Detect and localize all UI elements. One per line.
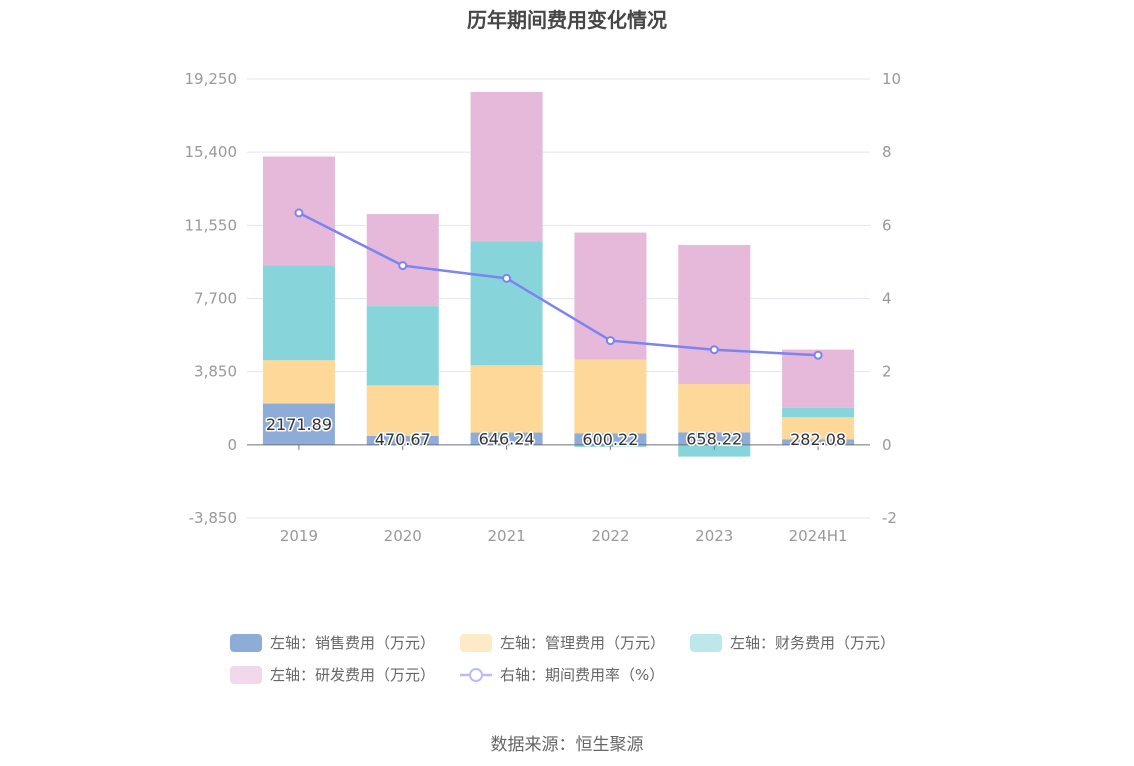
legend-swatch-icon (460, 634, 492, 652)
x-axis-tick-label: 2023 (695, 527, 733, 545)
bar-segment (366, 306, 439, 386)
bar-data-label: 646.24 (479, 430, 535, 449)
legend-item[interactable]: 左轴：财务费用（万元） (690, 634, 895, 652)
left-axis-tick-label: 0 (227, 436, 237, 454)
rate-point (398, 261, 408, 271)
right-axis-tick-label: -2 (882, 509, 897, 527)
legend-swatch-icon (690, 634, 722, 652)
bar-segment (678, 432, 751, 445)
rate-point (294, 208, 304, 218)
left-axis-tick-label: -3,850 (189, 509, 237, 527)
right-axis-tick-label: 8 (882, 143, 892, 161)
bar-data-label: 470.67 (375, 430, 431, 449)
rate-line (298, 211, 819, 357)
bar-data-label: 658.22 (686, 430, 742, 449)
bar-data-label: 282.08 (790, 430, 846, 449)
bar-segment (782, 407, 855, 418)
chart-title: 历年期间费用变化情况 (467, 8, 667, 32)
stacked-bars (262, 91, 855, 457)
left-axis-tick-label: 19,250 (185, 70, 238, 88)
bar-segment (470, 241, 543, 366)
bar-segment (574, 359, 647, 434)
left-axis-tick-label: 11,550 (185, 216, 238, 234)
rate-point (502, 273, 512, 283)
bar-segment (366, 385, 439, 436)
legend-marker-icon (469, 668, 483, 682)
bar-data-label: 2171.89 (266, 415, 332, 434)
legend-label: 左轴：销售费用（万元） (270, 634, 435, 652)
legend-swatch-icon (230, 634, 262, 652)
x-axis-tick-label: 2021 (487, 527, 525, 545)
legend-item[interactable]: 左轴：管理费用（万元） (460, 634, 665, 652)
bar-segment (262, 403, 335, 445)
expense-rate-line (294, 208, 823, 360)
bar-data-labels: 2171.89 470.67 646.24 600.22 658.22 282.08 (264, 414, 847, 451)
bar-data-label: 600.22 (582, 430, 638, 449)
x-axis-tick-label: 2019 (280, 527, 318, 545)
right-axis-tick-label: 0 (882, 436, 892, 454)
x-axis-tick-label: 2022 (591, 527, 629, 545)
bar-segment (574, 433, 647, 445)
bar-segment (470, 365, 543, 433)
bar-segment (470, 432, 543, 445)
rate-point (813, 350, 823, 360)
bar-segment (262, 360, 335, 404)
right-axis-tick-label: 2 (882, 363, 892, 381)
rate-point (605, 336, 615, 346)
left-axis-tick-label: 3,850 (194, 363, 237, 381)
bar-segment (366, 214, 439, 307)
legend-label: 左轴：管理费用（万元） (500, 634, 665, 652)
grid-lines (247, 78, 870, 519)
legend-label: 左轴：研发费用（万元） (270, 666, 435, 684)
x-axis-tick-label: 2024H1 (789, 527, 848, 545)
bar-segment (366, 435, 439, 445)
bar-segment (782, 439, 855, 445)
legend-item[interactable]: 左轴：销售费用（万元） (230, 634, 435, 652)
legend-swatch-icon (230, 666, 262, 684)
bar-segment (678, 384, 751, 433)
left-axis-tick-label: 15,400 (185, 143, 238, 161)
bar-segment (470, 91, 543, 242)
legend[interactable]: 左轴：销售费用（万元） 左轴：管理费用（万元） 左轴：财务费用（万元） 左轴：研发费用… (230, 634, 895, 684)
right-axis-tick-label: 6 (882, 216, 892, 234)
right-axis-tick-label: 10 (882, 70, 901, 88)
x-axis: 2019 2020 2021 2022 2023 2024H1 (247, 444, 870, 545)
legend-item[interactable]: 左轴：研发费用（万元） (230, 666, 435, 684)
left-axis: 19,250 15,400 11,550 7,700 3,850 0 -3,850 (185, 70, 238, 527)
bar-segment (262, 265, 335, 361)
bar-segment (678, 444, 751, 457)
bar-segment (782, 417, 855, 440)
right-axis-tick-label: 4 (882, 290, 892, 308)
legend-item[interactable]: 右轴：期间费用率（%） (460, 666, 664, 684)
legend-label: 右轴：期间费用率（%） (500, 666, 664, 684)
legend-label: 左轴：财务费用（万元） (730, 634, 895, 652)
left-axis-tick-label: 7,700 (194, 290, 237, 308)
x-axis-tick-label: 2020 (384, 527, 422, 545)
rate-point (709, 345, 719, 355)
bar-segment (678, 244, 751, 385)
right-axis: 10 8 6 4 2 0 -2 (882, 70, 901, 527)
source-note: 数据来源：恒生聚源 (490, 735, 644, 755)
